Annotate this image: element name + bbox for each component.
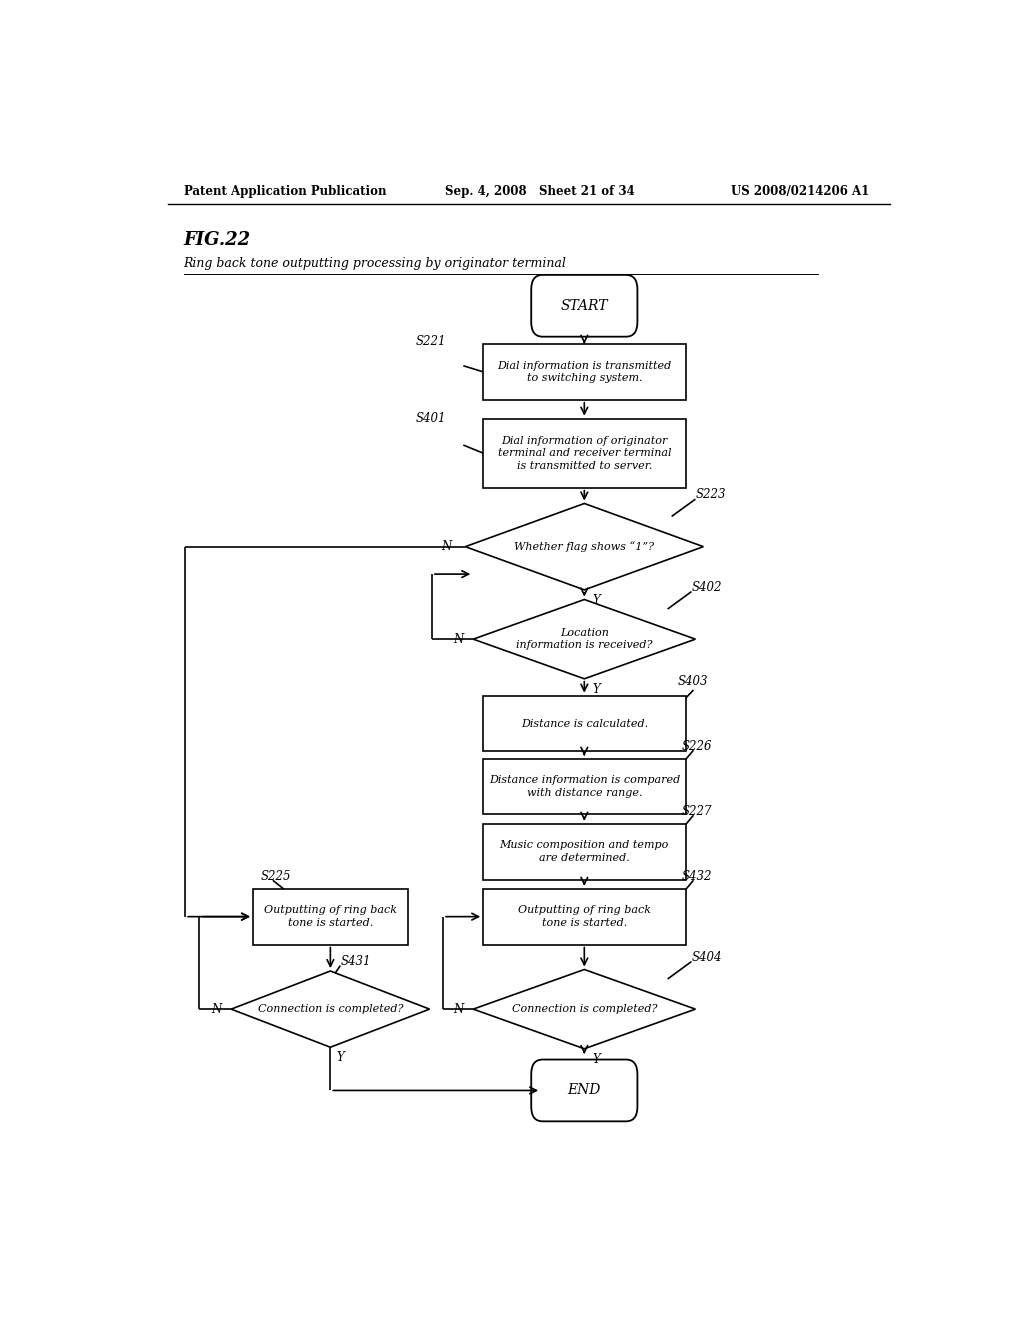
Text: Outputting of ring back
tone is started.: Outputting of ring back tone is started. <box>518 906 651 928</box>
Text: END: END <box>567 1084 601 1097</box>
Text: S404: S404 <box>691 952 722 964</box>
Text: Dial information of originator
terminal and receiver terminal
is transmitted to : Dial information of originator terminal … <box>498 436 671 470</box>
Text: Distance is calculated.: Distance is calculated. <box>521 718 648 729</box>
Polygon shape <box>473 599 695 678</box>
Text: Connection is completed?: Connection is completed? <box>258 1005 403 1014</box>
Text: Patent Application Publication: Patent Application Publication <box>183 185 386 198</box>
Polygon shape <box>465 503 703 590</box>
Text: Location
information is received?: Location information is received? <box>516 628 652 651</box>
Text: S225: S225 <box>261 870 292 883</box>
Text: N: N <box>440 540 451 553</box>
Text: S221: S221 <box>416 334 446 347</box>
FancyBboxPatch shape <box>531 275 637 337</box>
FancyBboxPatch shape <box>483 418 685 487</box>
Text: Dial information is transmitted
to switching system.: Dial information is transmitted to switc… <box>498 360 672 383</box>
Text: S431: S431 <box>340 956 371 969</box>
FancyBboxPatch shape <box>483 888 685 945</box>
Text: N: N <box>211 1003 221 1015</box>
Text: S403: S403 <box>678 675 708 688</box>
FancyBboxPatch shape <box>253 888 408 945</box>
Text: S401: S401 <box>416 412 446 425</box>
Text: Music composition and tempo
are determined.: Music composition and tempo are determin… <box>500 841 669 863</box>
Text: Connection is completed?: Connection is completed? <box>512 1005 657 1014</box>
Text: Distance information is compared
with distance range.: Distance information is compared with di… <box>488 775 680 797</box>
Text: Y: Y <box>337 1051 344 1064</box>
Text: N: N <box>454 632 464 645</box>
Text: Whether flag shows “1”?: Whether flag shows “1”? <box>514 541 654 552</box>
FancyBboxPatch shape <box>483 824 685 879</box>
Text: FIG.22: FIG.22 <box>183 231 251 248</box>
Text: Sep. 4, 2008   Sheet 21 of 34: Sep. 4, 2008 Sheet 21 of 34 <box>445 185 635 198</box>
Text: START: START <box>560 298 608 313</box>
FancyBboxPatch shape <box>483 696 685 751</box>
FancyBboxPatch shape <box>483 345 685 400</box>
Text: S223: S223 <box>695 488 726 502</box>
FancyBboxPatch shape <box>483 759 685 814</box>
Text: Ring back tone outputting processing by originator terminal: Ring back tone outputting processing by … <box>183 256 566 269</box>
Text: S227: S227 <box>682 805 712 818</box>
Text: US 2008/0214206 A1: US 2008/0214206 A1 <box>731 185 869 198</box>
Text: N: N <box>454 1003 464 1015</box>
Text: Outputting of ring back
tone is started.: Outputting of ring back tone is started. <box>264 906 397 928</box>
Polygon shape <box>473 969 695 1049</box>
Text: Y: Y <box>592 1053 600 1065</box>
Text: S432: S432 <box>682 870 712 883</box>
FancyBboxPatch shape <box>531 1060 637 1121</box>
Polygon shape <box>231 972 430 1047</box>
Text: S226: S226 <box>682 739 712 752</box>
Text: Y: Y <box>592 682 600 696</box>
Text: S402: S402 <box>691 581 722 594</box>
Text: Y: Y <box>592 594 600 607</box>
